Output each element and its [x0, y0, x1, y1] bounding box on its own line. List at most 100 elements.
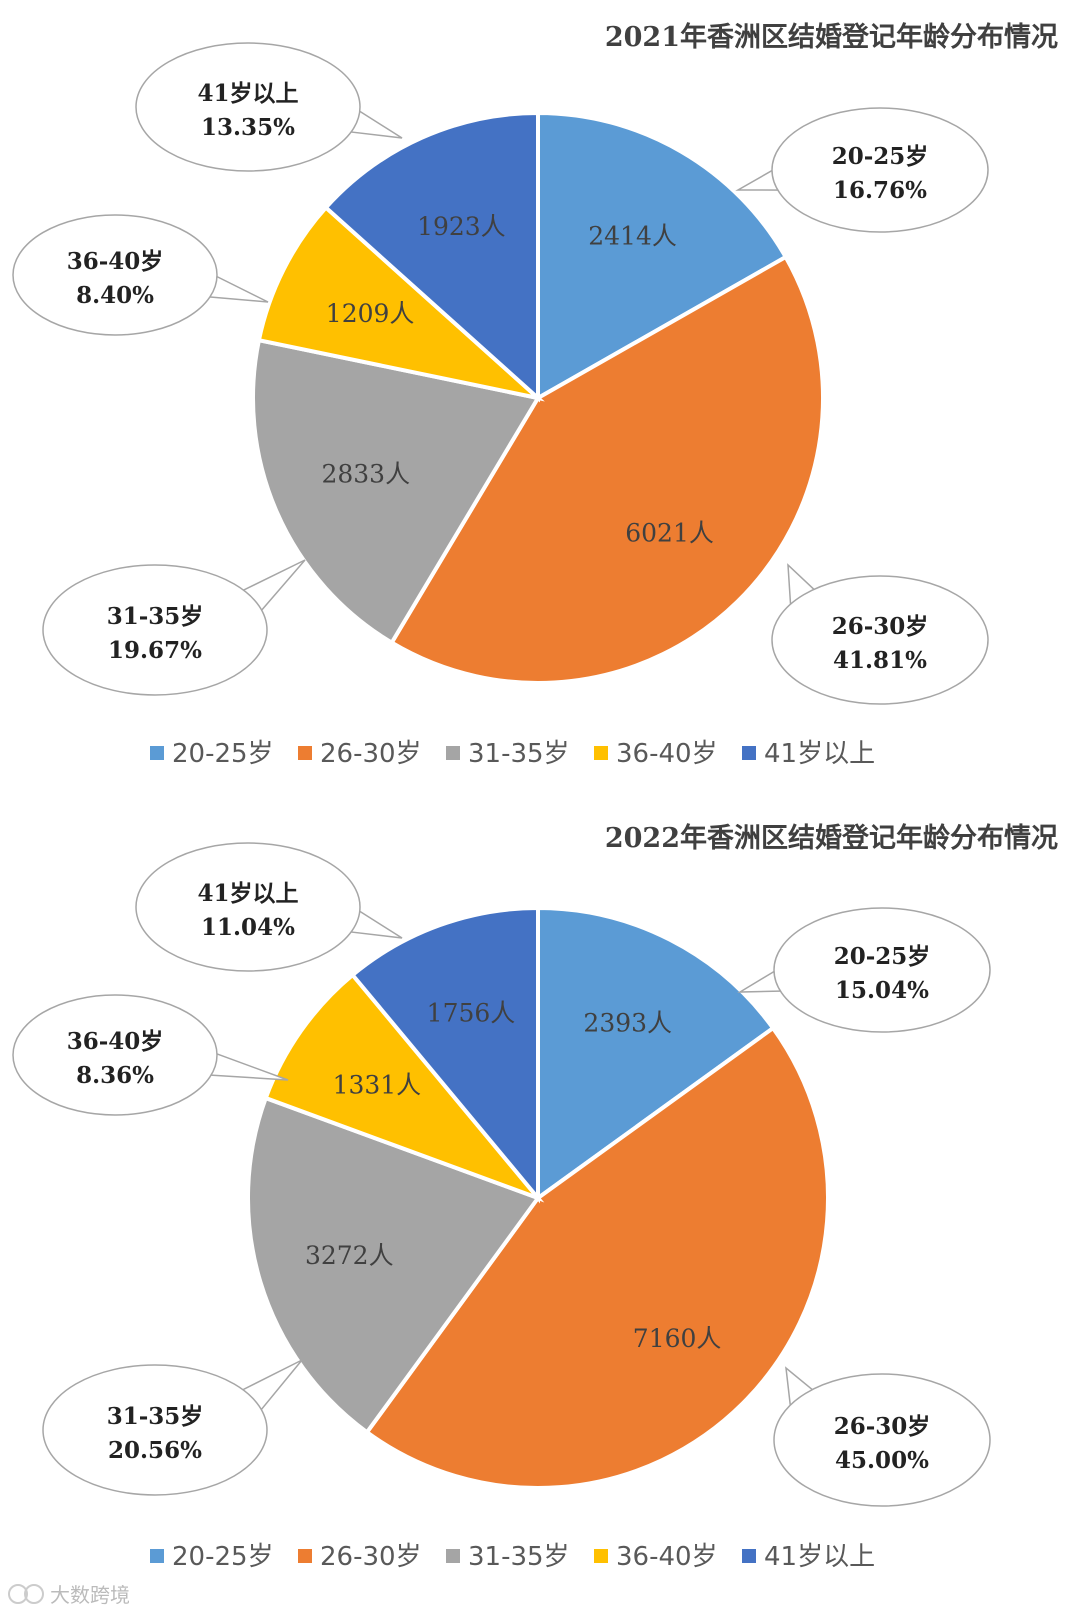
legend-label: 36-40岁: [616, 1542, 718, 1572]
legend-swatch: [150, 746, 164, 760]
callout-ellipse: [135, 842, 361, 972]
callout-bubble: 36-40岁 8.40%: [12, 214, 269, 336]
pie-slices: [251, 110, 825, 685]
callout-bubble: 41岁以上 11.04%: [135, 842, 403, 972]
slice-value-label: 7160人: [633, 1324, 722, 1353]
callout-category: 26-30岁: [834, 1413, 931, 1440]
legend-item: 26-30岁: [298, 1542, 422, 1572]
callout-bubble: 26-30岁 41.81%: [771, 563, 989, 705]
slice-value-label: 1331人: [333, 1070, 422, 1099]
legend-label: 26-30岁: [320, 1542, 422, 1572]
callout-percent: 13.35%: [201, 114, 295, 141]
pie-slice: [389, 254, 825, 685]
callout-percent: 16.76%: [833, 177, 927, 204]
legend-label: 31-35岁: [468, 739, 570, 769]
callout-bubble: 36-40岁 8.36%: [12, 994, 289, 1116]
slice-value-label: 2393人: [583, 1008, 672, 1037]
callout-ellipse: [771, 575, 989, 705]
watermark-text: 大数跨境: [50, 1583, 130, 1607]
slice-value-label: 3272人: [305, 1241, 394, 1270]
callout-category: 20-25岁: [832, 143, 929, 170]
legend: 20-25岁 26-30岁 31-35岁 36-40岁 41岁以上: [150, 1542, 875, 1572]
callout-category: 31-35岁: [107, 603, 204, 630]
callout-percent: 8.36%: [76, 1062, 154, 1089]
legend-swatch: [594, 746, 608, 760]
legend-swatch: [742, 1549, 756, 1563]
callout-category: 20-25岁: [834, 943, 931, 970]
legend-item: 31-35岁: [446, 739, 570, 769]
slice-value-label: 6021人: [625, 518, 714, 547]
callout-percent: 19.67%: [108, 637, 202, 664]
callout-ellipse: [12, 994, 218, 1116]
callout-bubble: 26-30岁 45.00%: [773, 1366, 991, 1507]
slice-value-labels: 2393人 7160人 3272人 1331人 1756人: [305, 999, 721, 1353]
legend-swatch: [742, 746, 756, 760]
callout-category: 36-40岁: [67, 1028, 164, 1055]
callout-tail: [201, 271, 269, 303]
watermark: 大数跨境: [8, 1583, 130, 1607]
pie-slice: [364, 1025, 830, 1490]
pie-slice: [349, 905, 540, 1204]
callout-category: 41岁以上: [197, 880, 298, 907]
callout-tail: [202, 1050, 289, 1081]
callout-percent: 45.00%: [835, 1447, 929, 1474]
chart-title: 2022年香洲区结婚登记年龄分布情况: [605, 822, 1058, 854]
pie-slice: [536, 905, 776, 1202]
slice-value-label: 2414人: [588, 221, 677, 250]
pie-slice: [323, 110, 540, 403]
legend-item: 31-35岁: [446, 1542, 570, 1572]
slice-value-labels: 2414人 6021人 2833人 1209人 1923人: [321, 212, 713, 547]
callout-bubble: 20-25岁 15.04%: [737, 907, 991, 1033]
legend-swatch: [150, 1549, 164, 1563]
legend: 20-25岁 26-30岁 31-35岁 36-40岁 41岁以上: [150, 739, 875, 769]
watermark-logo-icon: [24, 1584, 44, 1604]
legend-item: 20-25岁: [150, 739, 274, 769]
legend-label: 31-35岁: [468, 1542, 570, 1572]
legend-item: 41岁以上: [742, 1542, 875, 1572]
callout-category: 41岁以上: [197, 80, 298, 107]
slice-value-label: 1756人: [427, 999, 516, 1028]
legend-label: 26-30岁: [320, 739, 422, 769]
pie-slices: [246, 905, 830, 1490]
callout-percent: 11.04%: [201, 914, 295, 941]
legend-item: 36-40岁: [594, 739, 718, 769]
callout-percent: 41.81%: [833, 647, 927, 674]
legend-item: 26-30岁: [298, 739, 422, 769]
callout-category: 36-40岁: [67, 248, 164, 275]
callout-ellipse: [42, 1364, 268, 1496]
pie-slice: [263, 972, 545, 1203]
watermark-logo-icon: [8, 1584, 28, 1604]
pie-slice: [536, 110, 789, 402]
legend-swatch: [594, 1549, 608, 1563]
callout-ellipse: [42, 564, 268, 696]
callouts: 20-25岁 16.76% 26-30岁 41.81% 31-35岁 19.67% 36-4…: [12, 42, 989, 705]
legend-item: 36-40岁: [594, 1542, 718, 1572]
callout-percent: 15.04%: [835, 977, 929, 1004]
legend-label: 36-40岁: [616, 739, 718, 769]
callouts: 20-25岁 15.04% 26-30岁 45.00% 31-35岁 20.56% 36-4…: [12, 842, 991, 1507]
slice-value-label: 1923人: [417, 212, 506, 241]
pie-slice: [251, 337, 542, 646]
legend-label: 41岁以上: [764, 1542, 875, 1572]
legend-item: 20-25岁: [150, 1542, 274, 1572]
slice-value-label: 2833人: [321, 460, 410, 489]
legend-swatch: [446, 746, 460, 760]
legend-swatch: [298, 1549, 312, 1563]
legend-label: 41岁以上: [764, 739, 875, 769]
callout-bubble: 31-35岁 19.67%: [42, 559, 306, 696]
callout-category: 26-30岁: [832, 613, 929, 640]
callout-ellipse: [773, 1373, 991, 1507]
callout-category: 31-35岁: [107, 1403, 204, 1430]
legend-label: 20-25岁: [172, 739, 274, 769]
legend-swatch: [446, 1549, 460, 1563]
chart-2022: 2022年香洲区结婚登记年龄分布情况 2393人 7160人 3272人 1331人 1…: [12, 822, 1058, 1572]
pie-slice: [246, 1095, 542, 1436]
callout-percent: 8.40%: [76, 282, 154, 309]
chart-title: 2021年香洲区结婚登记年龄分布情况: [605, 21, 1058, 53]
legend-swatch: [298, 746, 312, 760]
chart-2021: 2021年香洲区结婚登记年龄分布情况 2414人 6021人 2833人 1209人 1…: [12, 21, 1058, 769]
pie-slice: [256, 204, 545, 402]
legend-label: 20-25岁: [172, 1542, 274, 1572]
callout-bubble: 41岁以上 13.35%: [135, 42, 403, 172]
